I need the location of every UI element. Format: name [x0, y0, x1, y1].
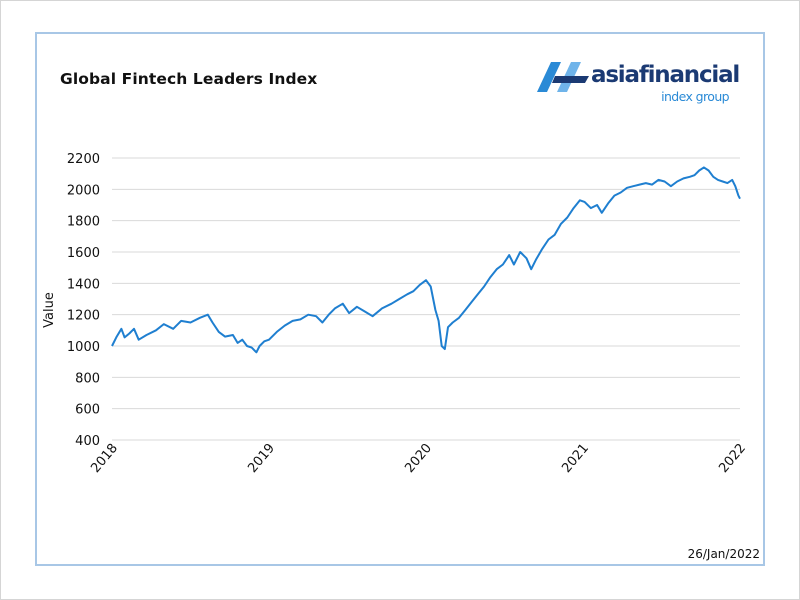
asia-financial-logo: asiafinancial index group [535, 58, 740, 108]
y-axis-label: Value [42, 292, 57, 328]
y-tick-1000: 1000 [67, 340, 100, 355]
logo-brand-line2: index group [661, 89, 729, 104]
chart-title: Global Fintech Leaders Index [60, 70, 318, 88]
x-tick-2021: 2021 [559, 441, 592, 476]
y-tick-2200: 2200 [67, 152, 100, 167]
y-tick-400: 400 [75, 434, 100, 449]
x-tick-2022: 2022 [716, 441, 749, 476]
grid-lines [112, 157, 740, 441]
x-tick-labels: 2018 2019 2020 2021 2022 [88, 441, 749, 476]
x-tick-2020: 2020 [402, 441, 435, 476]
logo-mark-icon [537, 62, 589, 92]
y-tick-1400: 1400 [67, 277, 100, 292]
series-line-0 [111, 166, 741, 354]
y-tick-600: 600 [75, 403, 100, 418]
y-tick-labels: 400 600 800 1000 1200 1400 1600 1800 2000 2200 [67, 152, 100, 449]
y-tick-2000: 2000 [67, 183, 100, 198]
x-tick-2019: 2019 [245, 441, 278, 476]
logo-brand-line1: asiafinancial [591, 62, 740, 88]
y-tick-1200: 1200 [67, 309, 100, 324]
y-tick-1800: 1800 [67, 215, 100, 230]
y-tick-800: 800 [75, 371, 100, 386]
footer-date: 26/Jan/2022 [687, 547, 760, 561]
series-layer [111, 166, 741, 354]
y-tick-1600: 1600 [67, 246, 100, 261]
